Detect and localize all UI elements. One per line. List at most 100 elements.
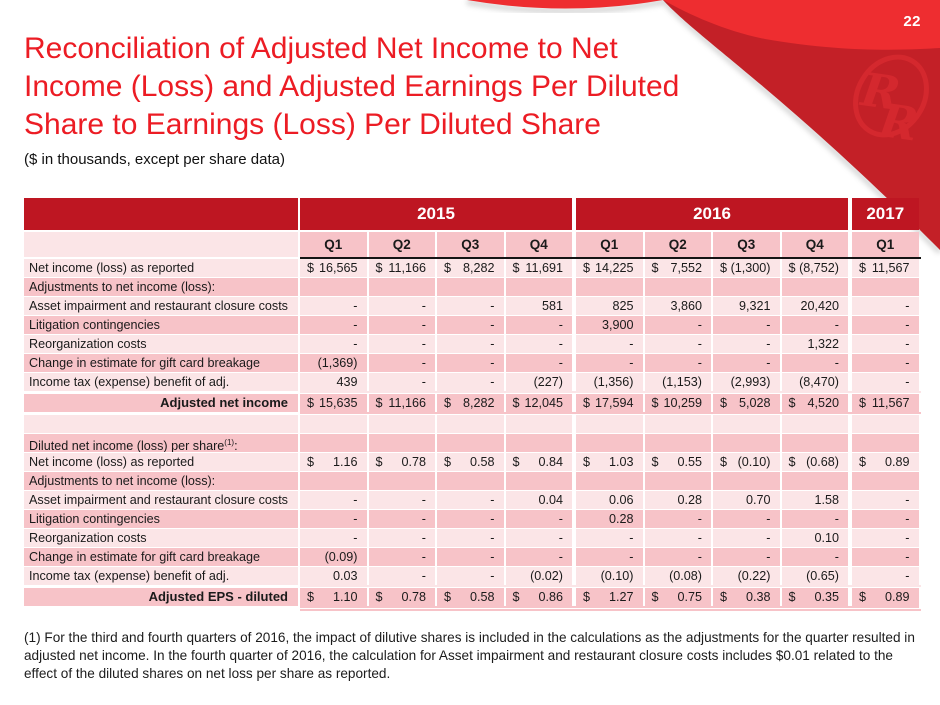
cell-number: 11,691 (525, 261, 563, 275)
cell-value: $ (1,300) (713, 259, 780, 277)
cell-value: (0.10) (576, 567, 643, 585)
cell-value: (1,356) (576, 373, 643, 391)
subtotal-rule (300, 391, 921, 393)
cell-value (644, 434, 711, 452)
table-row: Diluted net income (loss) per share(1): (24, 434, 921, 452)
cell-number: 11,166 (388, 261, 426, 275)
cell-value: - (852, 529, 919, 547)
cell-value: - (505, 548, 572, 566)
cell-value: $12,045 (505, 394, 572, 412)
row-label: Adjustments to net income (loss): (24, 278, 298, 296)
cell-value: - (852, 567, 919, 585)
cell-value (300, 415, 367, 433)
cell-value (300, 278, 367, 296)
cell-value (437, 434, 504, 452)
cell-value: - (368, 548, 435, 566)
cell-value: $1.16 (300, 453, 367, 471)
row-label: Adjustments to net income (loss): (24, 472, 298, 490)
row-label: Asset impairment and restaurant closure … (24, 491, 298, 509)
cell-value (713, 472, 780, 490)
cell-value: $5,028 (713, 394, 780, 412)
cell-value: 20,420 (781, 297, 848, 315)
footnote: (1) For the third and fourth quarters of… (24, 630, 915, 681)
rr-logo: R R (853, 54, 929, 152)
cell-value: - (576, 335, 643, 353)
cell-value: 9,321 (713, 297, 780, 315)
dollar-sign: $ (375, 590, 383, 604)
cell-value: 3,860 (644, 297, 711, 315)
cell-value: - (713, 354, 780, 372)
cell-value: - (713, 316, 780, 334)
row-label: Net income (loss) as reported (24, 259, 298, 277)
cell-value: - (437, 548, 504, 566)
cell-value (852, 415, 919, 433)
cell-value: $ (0.10) (713, 453, 780, 471)
cell-number: 0.78 (401, 590, 426, 604)
dollar-sign: $ (651, 396, 659, 410)
cell-value: $ (0.68) (781, 453, 848, 471)
cell-value: $1.10 (300, 588, 367, 606)
cell-value: $11,567 (852, 394, 919, 412)
cell-value: 0.03 (300, 567, 367, 585)
dollar-sign: $ (375, 261, 383, 275)
cell-value: $0.78 (368, 588, 435, 606)
cell-value: - (437, 297, 504, 315)
dollar-sign: $ (375, 396, 383, 410)
cell-number: 0.86 (538, 590, 563, 604)
dollar-sign: $ (651, 261, 659, 275)
row-label: Net income (loss) as reported (24, 453, 298, 471)
cell-value (644, 415, 711, 433)
cell-number: 1.16 (332, 455, 358, 469)
cell-value: $16,565 (300, 259, 367, 277)
cell-value: - (852, 491, 919, 509)
dollar-sign: $ (859, 590, 867, 604)
dollar-sign: $ (859, 261, 867, 275)
cell-value: $15,635 (300, 394, 367, 412)
cell-value: 0.04 (505, 491, 572, 509)
cell-value: - (300, 316, 367, 334)
cell-value: $11,567 (852, 259, 919, 277)
subtotal-rule (300, 412, 921, 414)
dollar-sign: $ (720, 590, 728, 604)
page-title: Share to Earnings (Loss) Per Diluted Sha… (24, 108, 601, 141)
cell-value (781, 472, 848, 490)
cell-number: 0.58 (469, 455, 495, 469)
year-header: 2016 (576, 198, 848, 230)
dollar-sign: $ (720, 261, 728, 275)
cell-value (300, 472, 367, 490)
dollar-sign: $ (720, 455, 728, 469)
table-row: Income tax (expense) benefit of adj. 439-… (24, 373, 921, 393)
cell-number: 17,594 (594, 396, 634, 410)
cell-value: $0.86 (505, 588, 572, 606)
cell-value: 3,900 (576, 316, 643, 334)
cell-value: $11,166 (368, 259, 435, 277)
cell-value: (1,369) (300, 354, 367, 372)
cell-value: - (781, 354, 848, 372)
cell-value: - (368, 510, 435, 528)
cell-value (852, 278, 919, 296)
row-label: Income tax (expense) benefit of adj. (24, 567, 298, 585)
page-subtitle: ($ in thousands, except per share data) (24, 151, 285, 168)
cell-number: 0.89 (884, 590, 910, 604)
cell-number: 4,520 (807, 396, 839, 410)
cell-number: 8,282 (462, 261, 495, 275)
dollar-sign: $ (444, 396, 452, 410)
cell-value: $14,225 (576, 259, 643, 277)
subtotal-rule (300, 585, 921, 587)
cell-value: - (781, 510, 848, 528)
cell-number: 12,045 (524, 396, 563, 410)
table-row: Asset impairment and restaurant closure … (24, 297, 921, 315)
table-row: Change in estimate for gift card breakag… (24, 548, 921, 566)
cell-value: - (368, 567, 435, 585)
cell-value: 0.06 (576, 491, 643, 509)
cell-number: 14,225 (594, 261, 634, 275)
cell-value: - (437, 567, 504, 585)
cell-value (713, 415, 780, 433)
dollar-sign: $ (512, 396, 520, 410)
cell-value: (0.08) (644, 567, 711, 585)
cell-number: 0.78 (401, 455, 426, 469)
cell-value: $7,552 (644, 259, 711, 277)
cell-value: - (437, 354, 504, 372)
dollar-sign: $ (583, 261, 591, 275)
cell-value (368, 434, 435, 452)
